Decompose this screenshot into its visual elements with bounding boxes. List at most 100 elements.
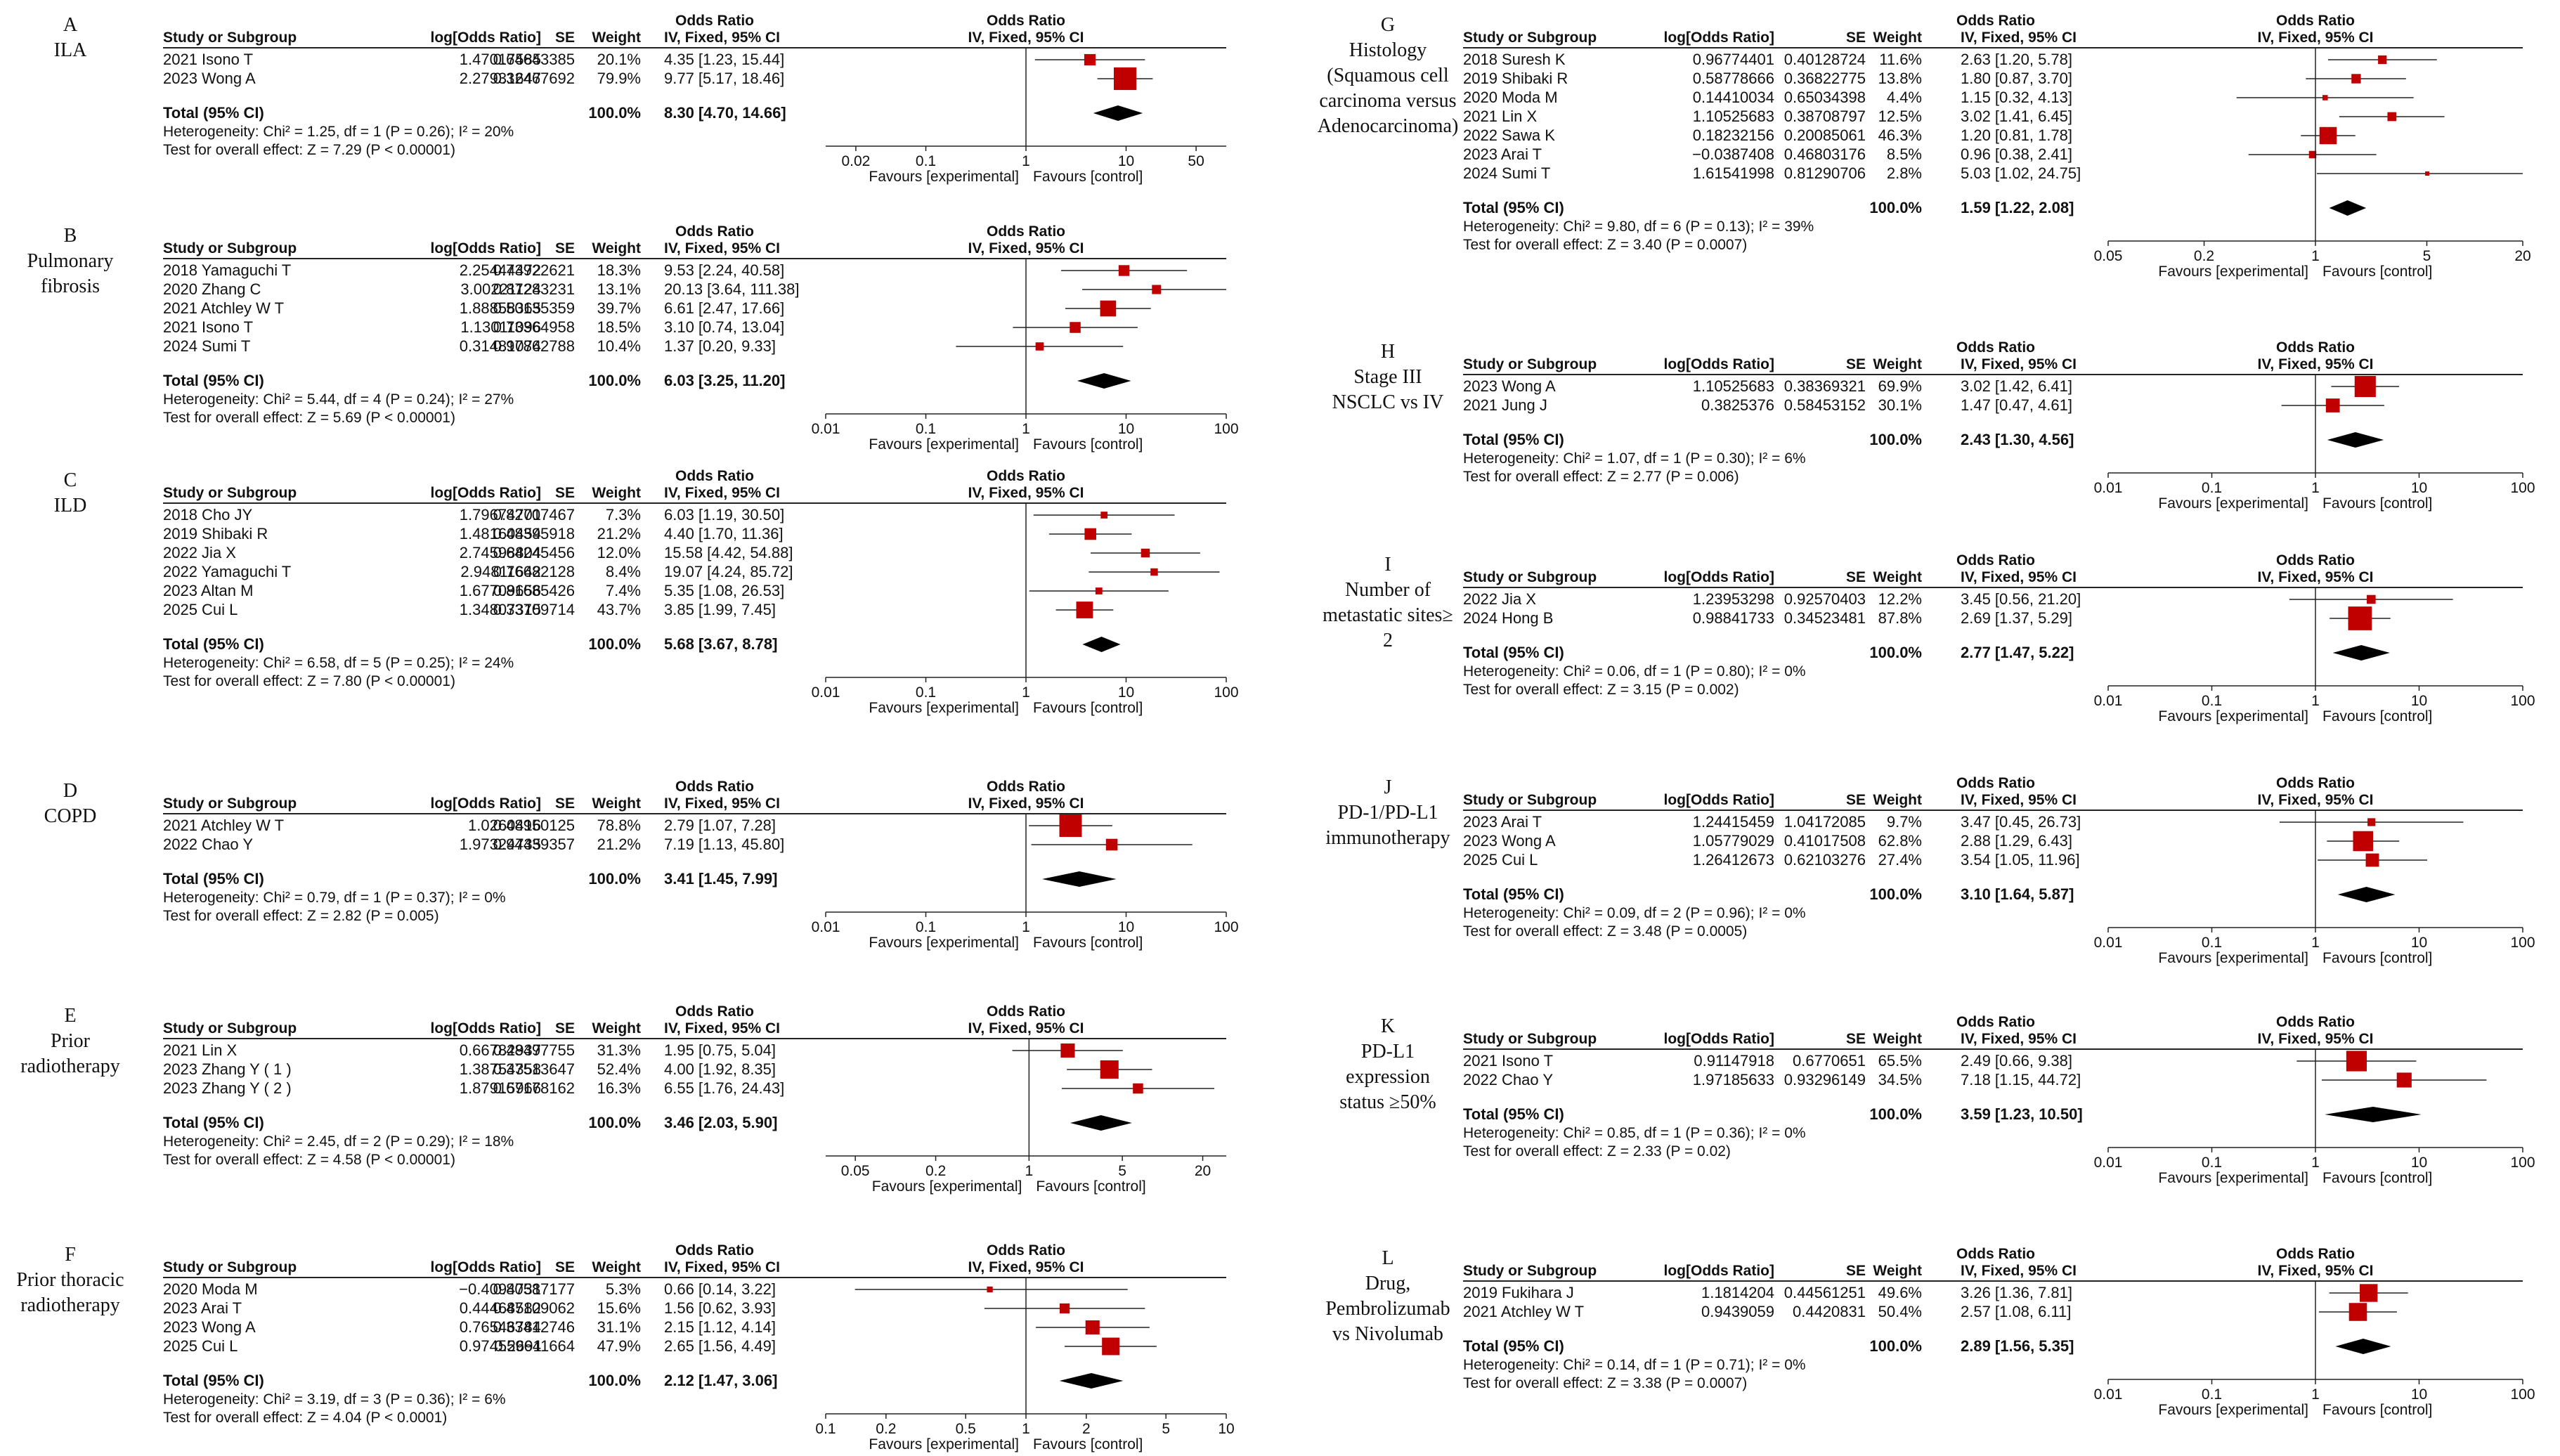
study-marker bbox=[1095, 587, 1103, 594]
total-ci: 1.59 [1.22, 2.08] bbox=[1961, 199, 2074, 216]
study-ci: 3.54 [1.05, 11.96] bbox=[1961, 851, 2080, 869]
header-weight: Weight bbox=[1873, 30, 1922, 46]
panel-label: Number of bbox=[1345, 579, 1431, 601]
header-odds-ratio-plot: Odds Ratio bbox=[987, 223, 1065, 240]
study-name: 2021 Lin X bbox=[163, 1041, 238, 1059]
total-label: Total (95% CI) bbox=[163, 104, 264, 122]
study-ci: 4.00 [1.92, 8.35] bbox=[664, 1060, 776, 1078]
header-log-or: log[Odds Ratio] bbox=[431, 485, 541, 501]
study-se: 1.04172085 bbox=[1784, 813, 1866, 831]
axis-tick-label: 0.1 bbox=[2202, 693, 2222, 709]
summary-diamond bbox=[2327, 432, 2384, 448]
study-weight: 46.3% bbox=[1878, 126, 1922, 144]
study-marker bbox=[1100, 300, 1117, 317]
total-label: Total (95% CI) bbox=[163, 372, 264, 389]
study-name: 2024 Sumi T bbox=[1463, 164, 1550, 182]
total-weight: 100.0% bbox=[1869, 644, 1922, 661]
study-marker bbox=[2425, 171, 2430, 176]
header-study: Study or Subgroup bbox=[1463, 569, 1597, 585]
study-marker bbox=[1084, 528, 1096, 540]
axis-tick-label: 0.1 bbox=[2202, 480, 2222, 496]
study-ci: 19.07 [4.24, 85.72] bbox=[664, 563, 793, 580]
header-ci-plot: IV, Fixed, 95% CI bbox=[968, 485, 1084, 501]
heterogeneity-text: Heterogeneity: Chi² = 0.06, df = 1 (P = … bbox=[1463, 663, 1806, 680]
study-name: 2019 Fukihara J bbox=[1463, 1284, 1574, 1301]
study-marker bbox=[1141, 548, 1150, 558]
header-weight: Weight bbox=[592, 30, 641, 46]
total-weight: 100.0% bbox=[588, 635, 641, 653]
header-log-or: log[Odds Ratio] bbox=[431, 795, 541, 812]
study-name: 2021 Isono T bbox=[1463, 1052, 1553, 1070]
study-marker bbox=[2308, 150, 2317, 159]
header-study: Study or Subgroup bbox=[1463, 792, 1597, 808]
study-log-or: 1.24415459 bbox=[1693, 813, 1774, 831]
study-ci: 1.47 [0.47, 4.61] bbox=[1961, 396, 2072, 414]
study-log-or: 0.96774401 bbox=[1693, 51, 1774, 68]
study-marker bbox=[1059, 1303, 1070, 1314]
axis-tick-label: 10 bbox=[2411, 1155, 2427, 1171]
study-weight: 43.7% bbox=[597, 601, 641, 618]
axis-tick-label: 1 bbox=[2311, 935, 2320, 951]
summary-diamond bbox=[1059, 1373, 1124, 1389]
panel-label: (Squamous cell bbox=[1327, 65, 1449, 86]
total-label: Total (95% CI) bbox=[1463, 1337, 1564, 1355]
study-weight: 62.8% bbox=[1878, 832, 1922, 850]
header-odds-ratio-plot: Odds Ratio bbox=[2276, 552, 2355, 568]
study-log-or: 2.94811642 bbox=[460, 563, 541, 580]
total-ci: 3.59 [1.23, 10.50] bbox=[1961, 1105, 2083, 1123]
heterogeneity-text: Heterogeneity: Chi² = 0.79, df = 1 (P = … bbox=[163, 890, 506, 906]
axis-tick-label: 0.01 bbox=[2094, 1155, 2123, 1171]
study-name: 2019 Shibaki R bbox=[163, 525, 268, 542]
study-ci: 9.53 [2.24, 40.58] bbox=[664, 261, 784, 279]
study-ci: 5.35 [1.08, 26.53] bbox=[664, 582, 784, 599]
header-study: Study or Subgroup bbox=[1463, 1031, 1597, 1047]
study-name: 2022 Chao Y bbox=[163, 836, 253, 853]
study-se: 0.26911664 bbox=[494, 1337, 575, 1355]
study-ci: 3.45 [0.56, 21.20] bbox=[1961, 590, 2081, 608]
header-odds-ratio: Odds Ratio bbox=[1956, 13, 2035, 29]
header-odds-ratio: Odds Ratio bbox=[675, 779, 754, 795]
total-ci: 3.10 [1.64, 5.87] bbox=[1961, 885, 2074, 903]
study-log-or: 1.67709656 bbox=[460, 582, 541, 599]
study-weight: 7.4% bbox=[606, 582, 641, 599]
header-odds-ratio: Odds Ratio bbox=[1956, 552, 2035, 568]
total-ci: 8.30 [4.70, 14.66] bbox=[664, 104, 786, 122]
study-log-or: 1.97324735 bbox=[460, 836, 541, 853]
study-marker bbox=[1076, 602, 1093, 618]
study-log-or: 1.10525683 bbox=[1693, 377, 1774, 395]
study-weight: 79.9% bbox=[597, 70, 641, 87]
axis-tick-label: 1 bbox=[2311, 1155, 2320, 1171]
study-log-or: 1.05779029 bbox=[1693, 832, 1774, 850]
axis-tick-label: 1 bbox=[2311, 248, 2320, 264]
study-ci: 2.63 [1.20, 5.78] bbox=[1961, 51, 2072, 68]
study-ci: 1.95 [0.75, 5.04] bbox=[664, 1041, 776, 1059]
axis-tick-label: 0.01 bbox=[2094, 480, 2123, 496]
study-se: 0.34523481 bbox=[1784, 609, 1866, 627]
header-odds-ratio-plot: Odds Ratio bbox=[987, 468, 1065, 484]
axis-tick-label: 0.02 bbox=[841, 153, 870, 169]
header-study: Study or Subgroup bbox=[1463, 30, 1597, 46]
summary-diamond bbox=[2332, 645, 2390, 661]
header-ci-plot: IV, Fixed, 95% CI bbox=[968, 30, 1084, 46]
axis-tick-label: 2 bbox=[1082, 1421, 1091, 1437]
study-log-or: 0.31481074 bbox=[460, 337, 541, 355]
total-weight: 100.0% bbox=[588, 372, 641, 389]
favours-left-label: Favours [experimental] bbox=[869, 1436, 1019, 1452]
header-log-or: log[Odds Ratio] bbox=[431, 240, 541, 256]
panel-label: Prior thoracic bbox=[16, 1269, 124, 1291]
study-log-or: 0.76546784 bbox=[460, 1318, 541, 1336]
favours-left-label: Favours [experimental] bbox=[2158, 708, 2308, 724]
study-marker bbox=[1060, 1043, 1075, 1058]
study-ci: 1.37 [0.20, 9.33] bbox=[664, 337, 776, 355]
panel-label: status ≥50% bbox=[1339, 1091, 1436, 1113]
study-se: 0.50135359 bbox=[493, 299, 575, 317]
study-log-or: 1.61541998 bbox=[1693, 164, 1774, 182]
study-weight: 20.1% bbox=[597, 51, 641, 68]
study-log-or: 2.27931647 bbox=[460, 70, 541, 87]
study-se: 0.97862788 bbox=[493, 337, 575, 355]
header-se: SE bbox=[555, 240, 575, 256]
header-log-or: log[Odds Ratio] bbox=[431, 30, 541, 46]
summary-diamond bbox=[1041, 871, 1117, 887]
study-weight: 12.2% bbox=[1878, 590, 1922, 608]
header-odds-ratio-plot: Odds Ratio bbox=[987, 1003, 1065, 1020]
